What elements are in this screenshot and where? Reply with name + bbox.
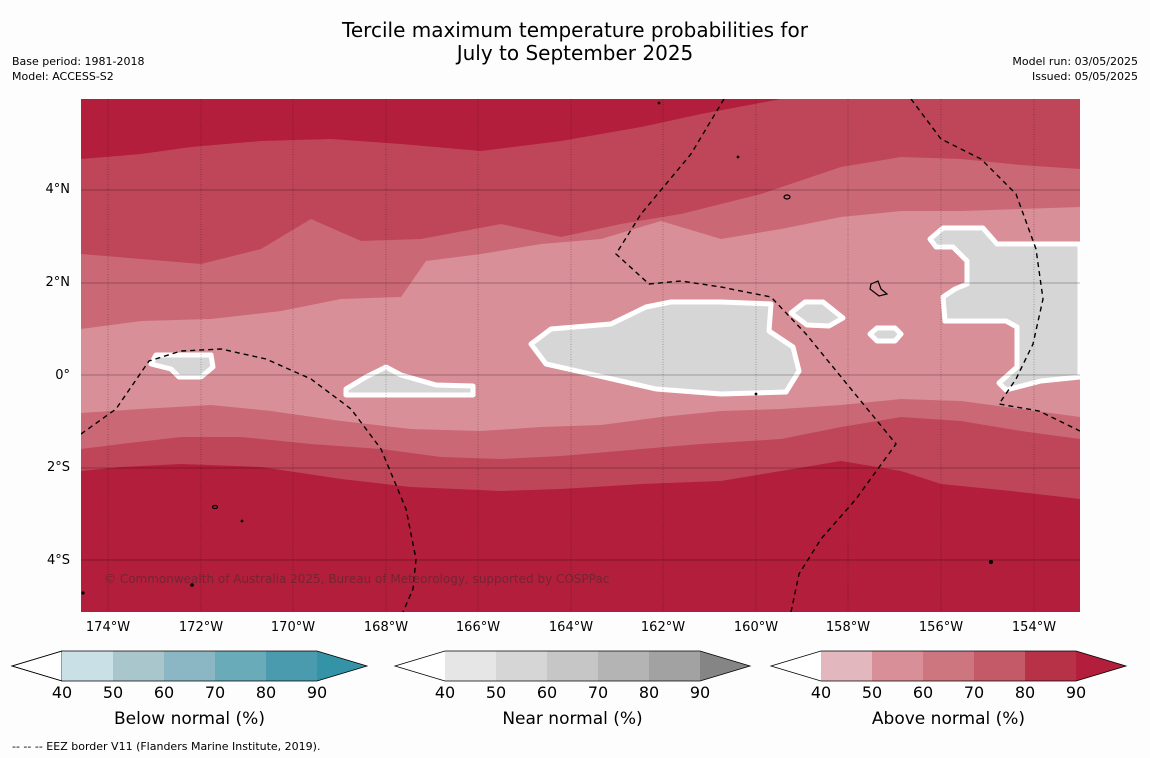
colorbar-near-swatch-5	[649, 651, 700, 681]
lat-label-4s: 4°S	[46, 553, 70, 568]
lat-gridlines	[81, 189, 1080, 561]
colorbar-near-swatch-2	[496, 651, 547, 681]
colorbar-below-swatch-5	[266, 651, 317, 681]
colorbars	[10, 650, 1128, 682]
lon-label-156w: 156°W	[918, 620, 964, 635]
near-normal-region-158w	[788, 299, 846, 329]
colorbar-above-swatch-6	[1076, 651, 1126, 681]
lon-label-160w: 160°W	[733, 620, 779, 635]
colorbar-above-swatch-1	[821, 651, 872, 681]
colorbar-near-swatch-1	[445, 651, 496, 681]
lat-label-2s: 2°S	[46, 460, 70, 475]
eez-footnote: -- -- -- EEZ border V11 (Flanders Marine…	[12, 740, 321, 753]
meta-right: Model run: 03/05/2025 Issued: 05/05/2025	[1012, 54, 1138, 84]
near-tick-70: 70	[587, 683, 609, 702]
colorbar-near-swatch-4	[598, 651, 649, 681]
lon-label-164w: 164°W	[548, 620, 594, 635]
near-tick-90: 90	[689, 683, 711, 702]
near-normal-regions	[148, 225, 1080, 398]
island-2	[869, 280, 889, 297]
colorbar-above-normal	[769, 650, 1128, 682]
near-tick-80: 80	[638, 683, 660, 702]
island-1	[783, 194, 791, 200]
colorbar-above-swatch-0	[771, 651, 821, 681]
lon-gridlines	[107, 99, 1035, 612]
islands	[81, 101, 994, 595]
near-tick-60: 60	[536, 683, 558, 702]
lon-label-154w: 154°W	[1011, 620, 1057, 635]
near-tick-40: 40	[434, 683, 456, 702]
near-normal-region-central	[528, 299, 802, 397]
title-line-2: July to September 2025	[456, 41, 694, 65]
lon-label-166w: 166°W	[455, 620, 501, 635]
colorbar-below-swatch-1	[62, 651, 113, 681]
below-tick-50: 50	[102, 683, 124, 702]
issued-date: Issued: 05/05/2025	[1031, 70, 1138, 83]
map-title: Tercile maximum temperature probabilitie…	[0, 19, 1150, 65]
colorbar-near-swatch-0	[395, 651, 445, 681]
colorbar-below-swatch-3	[164, 651, 215, 681]
lat-label-4n: 4°N	[45, 182, 71, 197]
above-tick-40: 40	[810, 683, 832, 702]
model-name: Model: ACCESS-S2	[12, 70, 114, 83]
near-normal-region-168w	[343, 364, 476, 398]
colorbar-near-normal	[393, 650, 752, 682]
title-line-1: Tercile maximum temperature probabilitie…	[342, 18, 808, 42]
colorbar-above-swatch-2	[872, 651, 923, 681]
island-5	[240, 519, 244, 523]
island-9	[81, 591, 85, 595]
near-normal-region-east	[927, 225, 1080, 393]
colorbar-above-swatch-4	[974, 651, 1025, 681]
eez-border-west	[81, 348, 417, 612]
colorbar-below-swatch-0	[10, 650, 63, 682]
colorbar-near-swatch-6	[700, 651, 750, 681]
lon-label-168w: 168°W	[363, 620, 409, 635]
copyright-notice: © Commonwealth of Australia 2025, Bureau…	[104, 572, 610, 586]
colorbar-above-swatch-5	[1025, 651, 1076, 681]
eez-border-east	[910, 99, 1080, 432]
island-3	[211, 504, 219, 510]
base-period: Base period: 1981-2018	[12, 55, 145, 68]
below-tick-80: 80	[255, 683, 277, 702]
colorbar-near-title: Near normal (%)	[502, 709, 643, 729]
lon-label-170w: 170°W	[270, 620, 316, 635]
near-normal-region-west	[148, 352, 216, 380]
island-8	[736, 155, 740, 159]
island-7	[657, 101, 661, 105]
probability-map	[81, 99, 1080, 612]
near-tick-50: 50	[485, 683, 507, 702]
above-tick-80: 80	[1014, 683, 1036, 702]
lon-label-172w: 172°W	[178, 620, 224, 635]
above-tick-70: 70	[963, 683, 985, 702]
island-4	[190, 583, 194, 587]
colorbar-below-swatch-4	[215, 651, 266, 681]
colorbar-below-swatch-6	[317, 651, 367, 681]
below-tick-70: 70	[204, 683, 226, 702]
near-normal-region-small	[867, 325, 904, 344]
model-run: Model run: 03/05/2025	[1012, 55, 1138, 68]
above-tick-90: 90	[1065, 683, 1087, 702]
below-tick-60: 60	[153, 683, 175, 702]
colorbar-above-swatch-3	[923, 651, 974, 681]
lon-label-162w: 162°W	[640, 620, 686, 635]
below-tick-40: 40	[51, 683, 73, 702]
colorbar-below-normal	[10, 650, 369, 682]
colorbar-above-title: Above normal (%)	[871, 709, 1026, 729]
colorbar-near-swatch-3	[547, 651, 598, 681]
below-tick-90: 90	[306, 683, 328, 702]
lat-label-2n: 2°N	[45, 275, 71, 290]
map-canvas	[81, 99, 1080, 612]
lon-label-158w: 158°W	[825, 620, 871, 635]
island-10	[754, 392, 758, 396]
eez-borders	[81, 99, 1080, 612]
colorbar-below-swatch-2	[113, 651, 164, 681]
lon-label-174w: 174°W	[85, 620, 131, 635]
meta-left: Base period: 1981-2018 Model: ACCESS-S2	[12, 54, 144, 84]
lat-label-0: 0°	[55, 368, 70, 383]
island-6	[988, 559, 994, 565]
above-tick-50: 50	[861, 683, 883, 702]
colorbar-below-title: Below normal (%)	[114, 709, 265, 729]
above-tick-60: 60	[912, 683, 934, 702]
eez-border-central	[615, 99, 897, 612]
